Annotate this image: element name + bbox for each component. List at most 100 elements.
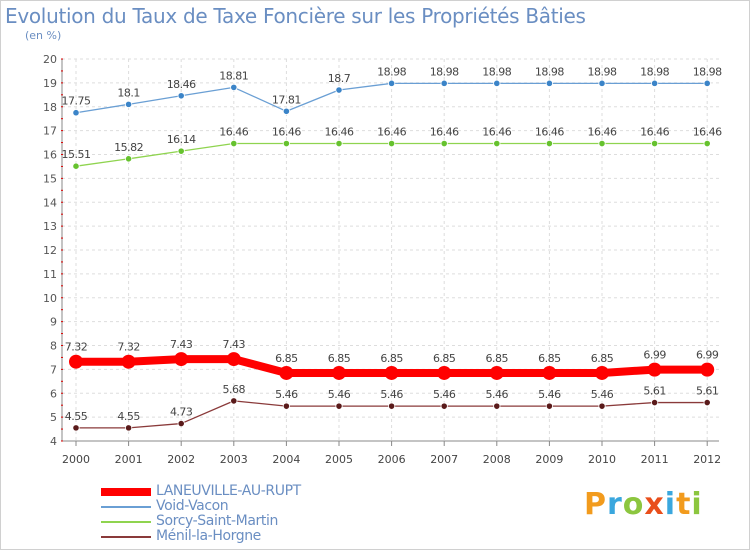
legend-item: Sorcy-Saint-Martin — [101, 513, 361, 530]
data-point — [384, 365, 399, 380]
x-tick-label: 2008 — [483, 453, 511, 466]
data-point — [595, 365, 609, 380]
data-label: 16.46 — [219, 126, 248, 139]
x-tick-label: 2002 — [167, 453, 195, 466]
data-point — [69, 354, 83, 369]
data-point — [125, 424, 133, 432]
chart-title: Evolution du Taux de Taxe Foncière sur l… — [5, 4, 586, 28]
data-point — [650, 79, 659, 87]
data-label: 5.46 — [380, 388, 403, 401]
y-tick-label: 14 — [43, 196, 57, 209]
data-label: 18.98 — [430, 65, 459, 78]
data-point — [493, 79, 501, 87]
logo-letter: i — [664, 487, 677, 522]
data-label: 5.46 — [538, 388, 561, 401]
data-label: 5.46 — [328, 388, 351, 401]
data-point — [493, 402, 501, 410]
data-label: 5.46 — [591, 388, 614, 401]
legend-item: LANEUVILLE-AU-RUPT — [101, 483, 361, 500]
y-tick-label: 10 — [43, 292, 57, 305]
data-label: 5.61 — [643, 385, 666, 398]
x-tick-label: 2006 — [378, 453, 406, 466]
legend-swatch — [101, 506, 151, 508]
data-point — [125, 100, 133, 108]
x-tick-label: 2004 — [272, 453, 300, 466]
data-point — [335, 402, 343, 410]
y-tick-label: 19 — [43, 77, 57, 90]
data-label: 6.85 — [486, 352, 509, 365]
data-point — [387, 79, 396, 87]
data-label: 16.46 — [588, 126, 617, 139]
data-point — [440, 402, 448, 410]
y-tick-label: 12 — [43, 244, 57, 257]
data-label: 5.68 — [223, 383, 246, 396]
y-tick-label: 13 — [43, 220, 57, 233]
y-tick-label: 8 — [50, 340, 57, 353]
data-label: 6.99 — [643, 349, 666, 362]
legend-label: Void-Vacon — [156, 498, 229, 514]
y-tick-label: 7 — [50, 363, 57, 376]
data-label: 16.46 — [693, 126, 722, 139]
data-point — [700, 362, 715, 377]
data-point — [440, 139, 448, 148]
legend-label: Sorcy-Saint-Martin — [156, 513, 278, 529]
data-label: 6.85 — [275, 352, 298, 365]
data-point — [493, 139, 501, 148]
data-point — [437, 365, 452, 380]
proxiti-logo: Proxiti — [584, 487, 703, 522]
legend-item: Void-Vacon — [101, 498, 361, 515]
data-point — [647, 362, 662, 377]
x-tick-label: 2007 — [430, 453, 458, 466]
y-tick-label: 15 — [43, 172, 57, 185]
data-point — [230, 397, 238, 405]
data-point — [387, 402, 396, 410]
data-label: 4.55 — [65, 410, 88, 423]
data-point — [598, 139, 606, 148]
y-tick-label: 17 — [43, 125, 57, 138]
data-point — [72, 109, 80, 117]
x-tick-label: 2010 — [588, 453, 616, 466]
logo-letter: i — [691, 487, 703, 522]
data-label: 4.55 — [117, 410, 140, 423]
data-label: 18.98 — [693, 65, 722, 78]
data-point — [177, 147, 185, 155]
x-tick-label: 2012 — [693, 453, 721, 466]
data-point — [542, 365, 557, 380]
y-tick-label: 6 — [50, 387, 57, 400]
data-point — [598, 79, 606, 87]
data-point — [545, 402, 554, 410]
data-point — [703, 398, 711, 407]
y-tick-label: 16 — [43, 149, 57, 162]
legend-label: Ménil-la-Horgne — [156, 528, 261, 544]
data-point — [335, 139, 343, 148]
data-point — [387, 139, 396, 148]
data-label: 16.46 — [377, 126, 406, 139]
data-label: 16.46 — [535, 126, 564, 139]
y-tick-label: 20 — [43, 53, 57, 66]
data-point — [332, 365, 346, 380]
x-tick-label: 2000 — [62, 453, 90, 466]
data-label: 18.81 — [219, 69, 248, 82]
data-point — [650, 398, 659, 407]
data-point — [72, 162, 80, 170]
data-point — [282, 402, 290, 410]
legend-swatch — [101, 536, 151, 538]
data-label: 17.81 — [272, 93, 301, 106]
data-label: 6.85 — [433, 352, 456, 365]
logo-letter: x — [644, 487, 665, 522]
data-point — [440, 79, 448, 87]
data-point — [703, 139, 711, 148]
data-point — [177, 419, 185, 428]
data-label: 6.85 — [328, 352, 351, 365]
data-label: 15.82 — [114, 141, 143, 154]
x-tick-label: 2005 — [325, 453, 353, 466]
data-point — [177, 92, 185, 100]
data-label: 6.99 — [696, 349, 719, 362]
data-label: 5.46 — [275, 388, 298, 401]
legend-label: LANEUVILLE-AU-RUPT — [156, 483, 301, 499]
data-label: 7.32 — [65, 341, 88, 354]
data-point — [121, 354, 136, 369]
data-label: 17.75 — [62, 95, 91, 108]
